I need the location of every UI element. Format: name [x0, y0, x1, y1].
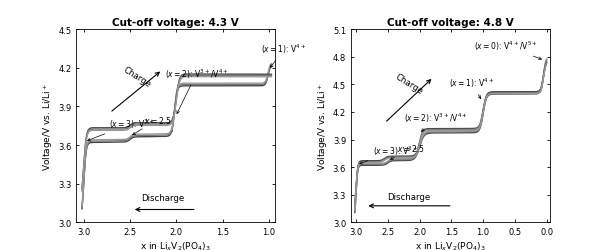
Text: $(x=2)$: V$^{3+}$/V$^{4+}$: $(x=2)$: V$^{3+}$/V$^{4+}$	[165, 67, 229, 114]
Text: Charge: Charge	[394, 72, 425, 96]
Text: Discharge: Discharge	[387, 192, 430, 201]
Title: Cut-off voltage: 4.8 V: Cut-off voltage: 4.8 V	[387, 18, 514, 28]
Y-axis label: Voltage/V vs. Li/Li$^+$: Voltage/V vs. Li/Li$^+$	[42, 82, 56, 170]
Text: $(x=1)$: V$^{4+}$: $(x=1)$: V$^{4+}$	[449, 76, 494, 99]
X-axis label: x in Li$_x$V$_2$(PO$_4$)$_3$: x in Li$_x$V$_2$(PO$_4$)$_3$	[415, 239, 486, 250]
Text: $(x=3)$: V$^{3+}$: $(x=3)$: V$^{3+}$	[87, 117, 154, 141]
Text: $(x=1)$: V$^{4+}$: $(x=1)$: V$^{4+}$	[262, 43, 307, 68]
Text: $(x=0)$: V$^{4+}$/V$^{5+}$: $(x=0)$: V$^{4+}$/V$^{5+}$	[474, 40, 541, 60]
Text: $(x=3)$: V$^{3+}$: $(x=3)$: V$^{3+}$	[360, 144, 419, 164]
Text: $(x=2)$: V$^{3+}$/V$^{4+}$: $(x=2)$: V$^{3+}$/V$^{4+}$	[404, 111, 467, 132]
X-axis label: x in Li$_x$V$_2$(PO$_4$)$_3$: x in Li$_x$V$_2$(PO$_4$)$_3$	[141, 239, 211, 250]
Text: $x=2.5$: $x=2.5$	[390, 142, 425, 160]
Text: Charge: Charge	[122, 65, 153, 89]
Title: Cut-off voltage: 4.3 V: Cut-off voltage: 4.3 V	[112, 18, 240, 28]
Y-axis label: Voltage/V vs. Li/Li$^+$: Voltage/V vs. Li/Li$^+$	[316, 82, 330, 170]
Text: $x=2.5$: $x=2.5$	[133, 114, 172, 135]
Text: Discharge: Discharge	[141, 194, 184, 202]
